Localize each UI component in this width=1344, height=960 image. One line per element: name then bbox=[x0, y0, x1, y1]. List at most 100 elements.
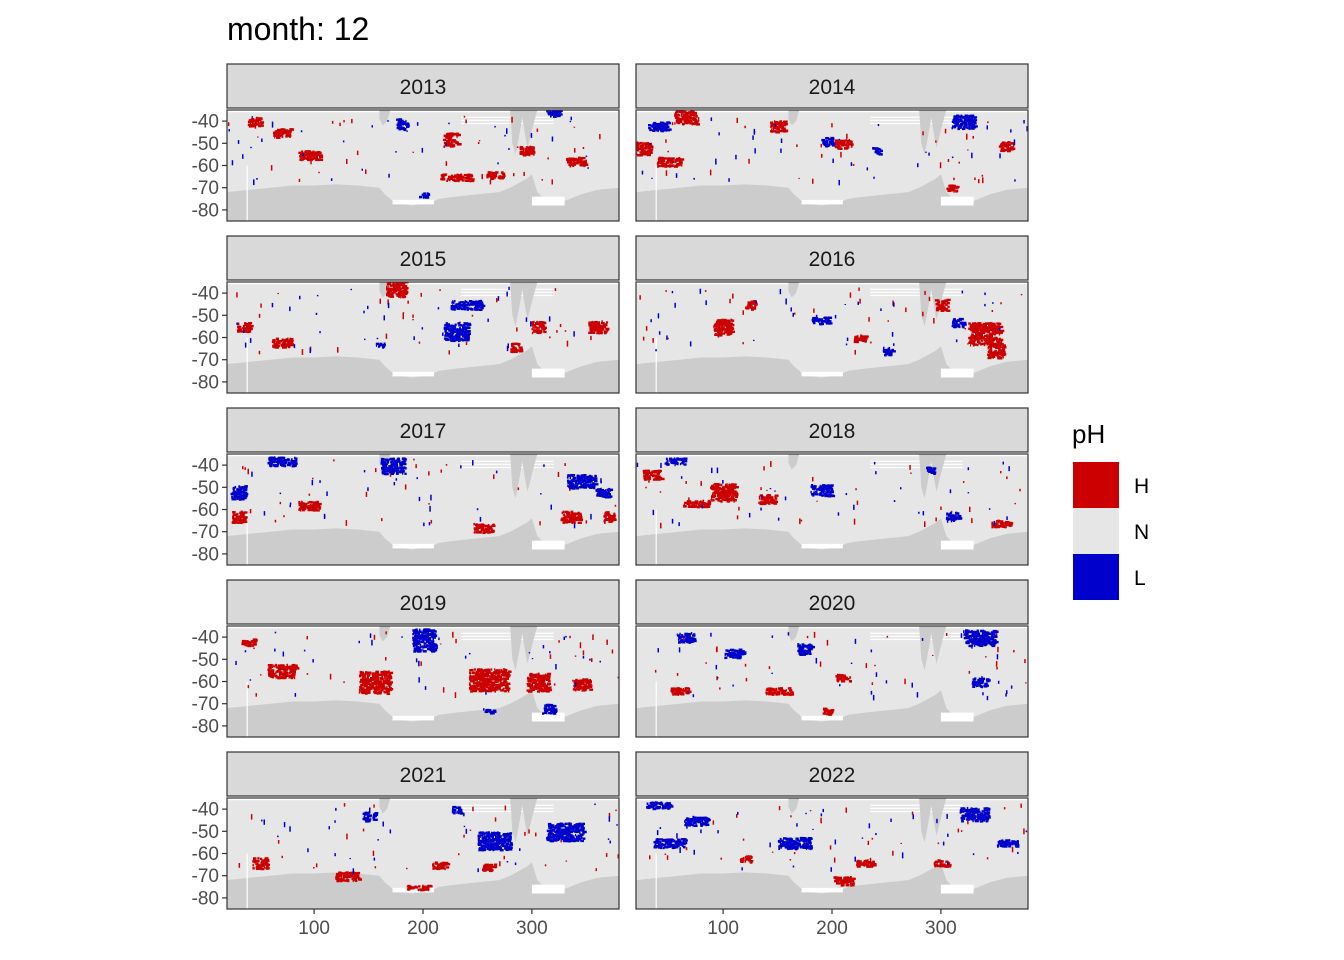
cell-H bbox=[652, 474, 655, 477]
cell-H bbox=[679, 110, 683, 113]
cell-L bbox=[587, 475, 591, 479]
cell-L bbox=[416, 477, 418, 480]
cell-H bbox=[924, 521, 926, 527]
cell-H bbox=[420, 292, 422, 297]
cell-H bbox=[483, 687, 485, 690]
cell-H bbox=[751, 308, 755, 311]
cell-H bbox=[482, 526, 484, 529]
cell-H bbox=[970, 336, 974, 340]
cell-H bbox=[502, 174, 506, 177]
cell-H bbox=[941, 300, 946, 304]
cell-H bbox=[681, 115, 686, 119]
cell-H bbox=[488, 531, 491, 534]
cell-L bbox=[547, 110, 551, 112]
cell-H bbox=[937, 307, 941, 310]
cell-H bbox=[640, 153, 644, 156]
cell-L bbox=[946, 516, 949, 519]
cell-H bbox=[728, 485, 732, 488]
cell-L bbox=[403, 458, 407, 461]
cell-L bbox=[655, 349, 657, 352]
cell-H bbox=[532, 325, 534, 329]
cell-H bbox=[659, 491, 662, 493]
cell-H bbox=[779, 120, 782, 123]
cell-H bbox=[474, 681, 476, 684]
cell-H bbox=[774, 500, 777, 503]
cell-H bbox=[490, 680, 493, 684]
cell-H bbox=[936, 308, 938, 311]
cell-H bbox=[594, 321, 597, 324]
cell-L bbox=[367, 487, 369, 492]
cell-H bbox=[910, 472, 912, 474]
ice-shelf bbox=[940, 368, 974, 378]
cell-H bbox=[660, 522, 662, 529]
cell-H bbox=[404, 295, 407, 299]
cell-L bbox=[968, 114, 972, 118]
cell-L bbox=[609, 489, 612, 492]
panel-2018: 2018 bbox=[635, 407, 1029, 566]
cell-H bbox=[991, 335, 993, 339]
cell-H bbox=[655, 477, 659, 480]
cell-L bbox=[251, 116, 253, 118]
cell-H bbox=[980, 342, 983, 346]
cell-L bbox=[481, 304, 486, 308]
cell-H bbox=[484, 524, 489, 528]
cell-H bbox=[273, 132, 276, 135]
cell-H bbox=[511, 343, 513, 348]
cell-H bbox=[605, 518, 609, 521]
cell-H bbox=[570, 519, 575, 523]
cell-L bbox=[581, 481, 585, 484]
cell-H bbox=[998, 352, 1001, 355]
cell-L bbox=[293, 344, 296, 349]
cell-L bbox=[1026, 126, 1028, 132]
cell-H bbox=[770, 496, 774, 499]
cell-H bbox=[783, 123, 788, 126]
cell-H bbox=[992, 330, 996, 333]
cell-H bbox=[933, 318, 935, 324]
cell-H bbox=[465, 179, 470, 182]
cell-L bbox=[825, 317, 828, 320]
cell-H bbox=[241, 511, 245, 515]
cell-H bbox=[772, 128, 774, 131]
cell-H bbox=[507, 690, 510, 693]
cell-L bbox=[470, 303, 475, 306]
cell-H bbox=[571, 521, 574, 524]
cell-H bbox=[533, 329, 537, 332]
cell-L bbox=[576, 483, 579, 486]
cell-L bbox=[1014, 179, 1016, 182]
cell-L bbox=[401, 463, 403, 466]
cell-L bbox=[244, 488, 246, 491]
cell-L bbox=[584, 479, 587, 483]
cell-H bbox=[273, 134, 277, 137]
cell-H bbox=[480, 528, 485, 532]
cell-H bbox=[713, 491, 715, 495]
cell-H bbox=[287, 131, 291, 134]
cell-H bbox=[812, 178, 814, 184]
cell-H bbox=[735, 492, 738, 495]
cell-H bbox=[581, 156, 586, 160]
cell-H bbox=[1001, 141, 1006, 144]
cell-L bbox=[478, 300, 483, 303]
cell-L bbox=[664, 122, 668, 125]
cell-L bbox=[460, 337, 463, 341]
cell-H bbox=[490, 672, 494, 675]
cell-H bbox=[430, 519, 433, 524]
cell-H bbox=[981, 174, 984, 177]
cell-L bbox=[413, 336, 415, 341]
cell-H bbox=[475, 530, 478, 534]
cell-H bbox=[657, 165, 659, 168]
cell-L bbox=[479, 516, 482, 522]
cell-H bbox=[729, 498, 732, 501]
cell-L bbox=[964, 123, 968, 126]
cell-H bbox=[412, 314, 414, 318]
cell-H bbox=[561, 518, 563, 521]
cell-L bbox=[399, 462, 403, 465]
cell-L bbox=[974, 122, 977, 125]
cell-L bbox=[711, 467, 713, 474]
cell-H bbox=[724, 331, 727, 334]
cell-H bbox=[604, 521, 606, 524]
cell-H bbox=[905, 307, 907, 313]
cell-L bbox=[423, 522, 425, 527]
cell-H bbox=[308, 508, 312, 511]
cell-H bbox=[660, 162, 664, 165]
cell-L bbox=[934, 468, 936, 471]
